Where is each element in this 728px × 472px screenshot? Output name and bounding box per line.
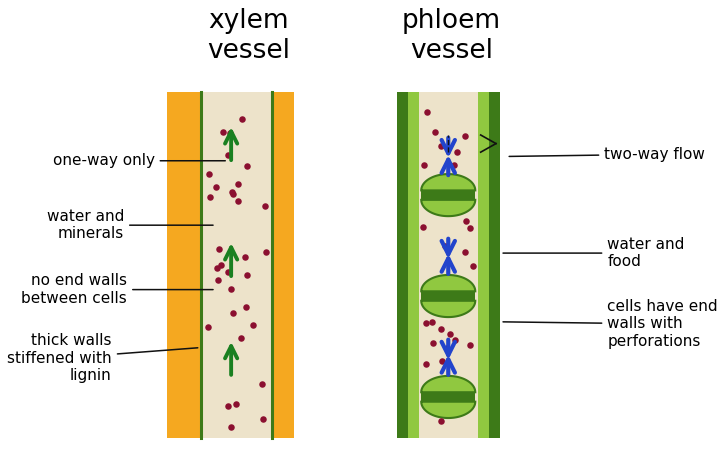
Point bbox=[421, 361, 432, 368]
Point bbox=[222, 152, 234, 159]
Point bbox=[459, 132, 470, 139]
Point bbox=[202, 323, 213, 331]
Bar bbox=[419, 92, 478, 438]
Point bbox=[239, 254, 250, 261]
Point bbox=[435, 417, 446, 424]
Point bbox=[429, 128, 440, 136]
Polygon shape bbox=[422, 200, 475, 216]
Point bbox=[213, 245, 225, 253]
Point bbox=[464, 341, 475, 349]
Point bbox=[212, 277, 223, 284]
Point bbox=[203, 170, 215, 178]
Bar bbox=[422, 392, 475, 402]
Polygon shape bbox=[422, 174, 475, 190]
Point bbox=[210, 183, 221, 191]
Point bbox=[240, 303, 252, 311]
Bar bbox=[408, 92, 488, 438]
Point bbox=[230, 400, 242, 407]
Point bbox=[467, 262, 479, 270]
Point bbox=[258, 415, 269, 423]
Point bbox=[227, 309, 239, 316]
Text: no end walls
between cells: no end walls between cells bbox=[21, 273, 213, 306]
Polygon shape bbox=[422, 402, 475, 418]
Point bbox=[261, 249, 272, 256]
Point bbox=[460, 217, 472, 225]
Point bbox=[448, 161, 460, 169]
Text: xylem
vessel: xylem vessel bbox=[207, 8, 290, 64]
Point bbox=[435, 325, 447, 332]
Point bbox=[235, 334, 247, 341]
Point bbox=[237, 115, 248, 123]
Text: water and
food: water and food bbox=[503, 237, 684, 270]
Text: water and
minerals: water and minerals bbox=[47, 209, 213, 241]
Point bbox=[248, 321, 259, 329]
Point bbox=[211, 264, 223, 272]
Bar bbox=[258, 92, 294, 438]
Point bbox=[439, 242, 451, 250]
Point bbox=[444, 331, 456, 338]
Point bbox=[241, 271, 253, 279]
Polygon shape bbox=[422, 301, 475, 317]
Point bbox=[451, 148, 463, 156]
Text: cells have end
walls with
perforations: cells have end walls with perforations bbox=[503, 299, 718, 349]
Point bbox=[421, 319, 432, 326]
Point bbox=[436, 357, 448, 365]
Text: one-way only: one-way only bbox=[52, 153, 225, 168]
Point bbox=[232, 197, 243, 205]
Bar bbox=[422, 190, 475, 200]
Point bbox=[226, 189, 238, 196]
Point bbox=[427, 318, 438, 326]
Point bbox=[205, 193, 216, 201]
Text: two-way flow: two-way flow bbox=[509, 147, 705, 162]
Bar bbox=[422, 291, 475, 301]
Polygon shape bbox=[422, 376, 475, 392]
Point bbox=[259, 202, 271, 210]
Point bbox=[435, 142, 446, 150]
Point bbox=[418, 161, 430, 169]
Point bbox=[422, 108, 433, 116]
Point bbox=[228, 190, 240, 198]
Point bbox=[464, 224, 475, 232]
Point bbox=[225, 285, 237, 293]
Text: thick walls
stiffened with
lignin: thick walls stiffened with lignin bbox=[7, 333, 198, 383]
Polygon shape bbox=[422, 275, 475, 291]
Bar bbox=[167, 92, 202, 438]
Text: phloem
vessel: phloem vessel bbox=[402, 8, 501, 64]
Point bbox=[442, 345, 454, 352]
Point bbox=[459, 248, 471, 256]
Point bbox=[222, 269, 234, 276]
Point bbox=[427, 339, 439, 346]
Point bbox=[225, 423, 237, 430]
Bar bbox=[200, 92, 272, 438]
Point bbox=[242, 163, 253, 170]
Point bbox=[225, 129, 237, 137]
Point bbox=[223, 402, 234, 409]
Point bbox=[417, 223, 429, 230]
Point bbox=[449, 337, 461, 344]
Point bbox=[256, 380, 268, 388]
Bar bbox=[397, 92, 499, 438]
Point bbox=[215, 261, 227, 269]
Point bbox=[217, 128, 229, 136]
Point bbox=[232, 180, 243, 187]
